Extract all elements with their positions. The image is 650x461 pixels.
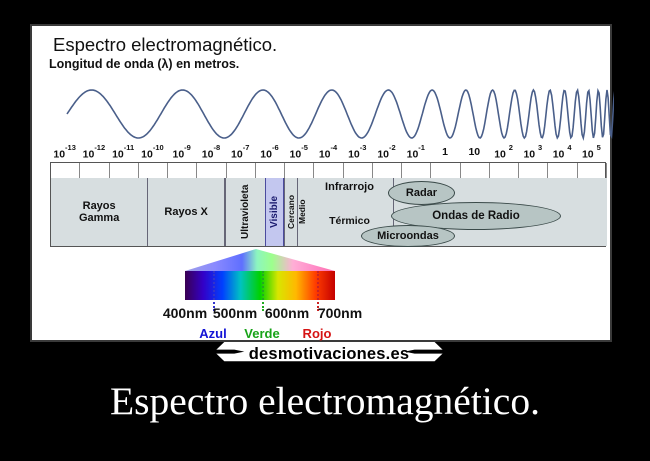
svg-text:desmotivaciones.es: desmotivaciones.es — [249, 345, 409, 363]
